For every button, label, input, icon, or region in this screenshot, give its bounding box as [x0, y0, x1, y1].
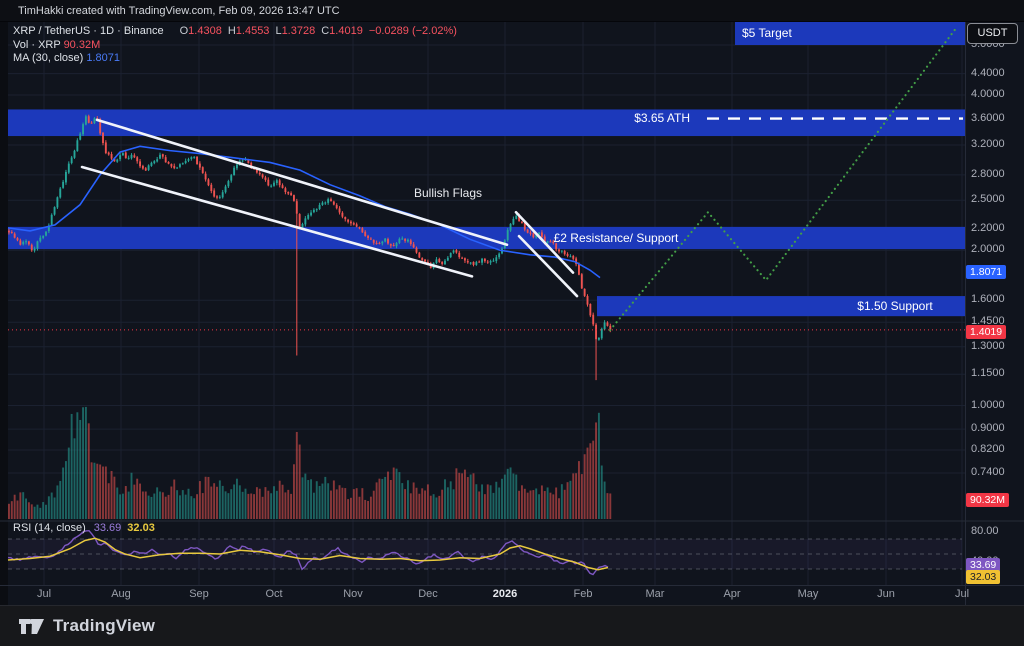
price-tick: 1.6000 [971, 293, 1005, 306]
rsi-indicator-label[interactable]: RSI (14, close) [13, 522, 86, 534]
legend-ma-row: MA (30, close) 1.8071 [13, 52, 457, 66]
time-tick: May [797, 588, 819, 600]
price-tick: 2.0000 [971, 243, 1005, 256]
close-label: C [321, 25, 330, 37]
ma-price-label: 1.8071 [966, 265, 1007, 279]
last-price-label: 1.4019 [966, 325, 1007, 339]
price-tick: 3.2000 [971, 137, 1005, 150]
volume-indicator-label[interactable]: Vol · XRP [13, 38, 61, 51]
time-tick: Jul [954, 588, 970, 600]
title-bar-text: TimHakki created with TradingView.com, F… [18, 5, 340, 17]
tradingview-logo-icon[interactable] [18, 615, 45, 637]
volume-indicator-value: 90.32M [63, 38, 101, 51]
price-tick: 4.0000 [971, 87, 1005, 100]
price-tick: 0.8200 [971, 442, 1005, 455]
low-label: L [275, 25, 282, 37]
price-tick: 4.4000 [971, 66, 1005, 79]
time-tick: Nov [343, 588, 363, 600]
target-5-annotation[interactable]: $5 Target [742, 26, 792, 40]
support-150-annotation[interactable]: $1.50 Support [857, 299, 933, 313]
rsi-tick: 80.00 [971, 524, 999, 537]
time-tick: 2026 [492, 588, 518, 600]
high-label: H [227, 25, 236, 37]
time-tick: Mar [645, 588, 665, 600]
time-tick: Apr [723, 588, 741, 600]
time-tick: Oct [265, 588, 283, 600]
time-tick: Dec [418, 588, 438, 600]
price-tick: 1.1500 [971, 367, 1005, 380]
price-tick: 0.7400 [971, 465, 1005, 478]
price-tick: 2.8000 [971, 167, 1005, 180]
volume-label: 90.32M [966, 493, 1010, 507]
time-tick: Jun [877, 588, 895, 600]
brand-name[interactable]: TradingView [53, 616, 156, 635]
rsi-value-label: 33.69 [966, 558, 1001, 572]
ath-annotation[interactable]: $3.65 ATH [634, 111, 690, 125]
high-value: 1.4553 [235, 25, 270, 37]
low-value: 1.3728 [281, 25, 316, 37]
bullish-flags-annotation[interactable]: Bullish Flags [413, 186, 483, 200]
price-tick: 0.9000 [971, 422, 1005, 435]
time-tick: Sep [189, 588, 209, 600]
rsi-ma-indicator-value: 32.03 [127, 522, 155, 534]
open-label: O [179, 25, 189, 37]
time-tick: Feb [573, 588, 593, 600]
close-value: 1.4019 [329, 25, 363, 37]
ma-indicator-label[interactable]: MA (30, close) [13, 52, 84, 64]
time-tick: Aug [111, 588, 131, 600]
change-value: −0.0289 (−2.02%) [368, 25, 457, 37]
price-tick: 1.3000 [971, 339, 1005, 352]
price-tick: 2.5000 [971, 193, 1005, 206]
open-value: 1.4308 [188, 25, 222, 37]
legend-volume-row: Vol · XRP 90.32M [13, 39, 457, 53]
resistance-2-annotation[interactable]: £2 Resistance/ Support [553, 231, 679, 245]
title-bar: TimHakki created with TradingView.com, F… [0, 0, 1024, 22]
rsi-indicator-value: 33.69 [93, 522, 122, 534]
price-tick: 1.4500 [971, 315, 1005, 328]
symbol-title[interactable]: XRP / TetherUS · 1D · Binance [13, 25, 164, 37]
legend-ohlc-row: XRP / TetherUS · 1D · Binance O1.4308 H1.4… [13, 25, 457, 39]
rsi-legend[interactable]: RSI (14, close) 33.69 32.03 [13, 522, 155, 534]
time-tick: Jul [36, 588, 52, 600]
price-tick: 1.0000 [971, 398, 1005, 411]
price-tick: 2.2000 [971, 221, 1005, 234]
rsi-ma-value-label: 32.03 [966, 570, 1001, 584]
brand-bar: TradingView [0, 605, 1024, 646]
ma-indicator-value: 1.8071 [86, 52, 121, 64]
symbol-legend[interactable]: XRP / TetherUS · 1D · Binance O1.4308 H1.4… [13, 25, 457, 66]
price-tick: 3.6000 [971, 111, 1005, 124]
currency-toggle-button[interactable]: USDT [967, 23, 1018, 44]
